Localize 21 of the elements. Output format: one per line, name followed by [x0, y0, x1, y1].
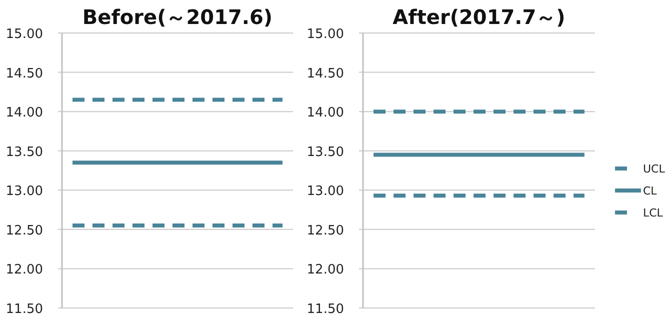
- y-tick-label: 13.50: [306, 144, 344, 160]
- chart-title: Before(～2017.6): [82, 5, 273, 29]
- legend-label: LCL: [643, 206, 664, 220]
- y-tick-label: 15.00: [6, 27, 43, 42]
- chart-title: After(2017.7～): [392, 5, 566, 29]
- y-tick-label: 13.00: [306, 184, 344, 200]
- y-tick-label: 14.00: [306, 106, 344, 121]
- y-tick-label: 15.00: [306, 27, 344, 42]
- y-tick-label: 13.50: [6, 144, 43, 160]
- y-tick-label: 12.00: [306, 262, 344, 278]
- y-tick-label: 13.00: [6, 184, 43, 200]
- y-tick-label: 12.00: [6, 262, 43, 278]
- y-tick-label: 14.00: [6, 106, 43, 121]
- y-tick-label: 14.50: [306, 66, 344, 82]
- legend-label: UCL: [643, 162, 666, 176]
- legend-label: CL: [643, 184, 658, 198]
- y-tick-label: 11.50: [6, 302, 43, 317]
- y-tick-label: 12.50: [306, 223, 344, 238]
- y-tick-label: 11.50: [306, 302, 344, 317]
- y-tick-label: 14.50: [6, 66, 43, 82]
- y-tick-label: 12.50: [6, 223, 43, 238]
